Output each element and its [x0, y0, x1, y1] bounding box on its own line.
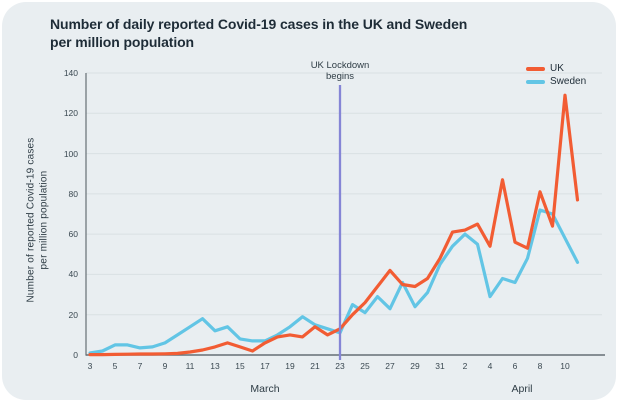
x-tick-label-3: 3	[87, 361, 93, 371]
y-tick-label-140: 140	[63, 68, 78, 78]
x-tick-label-7: 7	[137, 361, 143, 371]
y-tick-label-100: 100	[63, 148, 78, 159]
x-tick-label-5: 5	[112, 361, 118, 371]
y-tick-label-120: 120	[63, 108, 78, 119]
y-tick-label-40: 40	[68, 269, 78, 280]
lockdown-annotation-label: UK Lockdown begins	[310, 60, 370, 82]
y-tick-label-20: 20	[68, 309, 78, 320]
month-label-march: March	[250, 383, 280, 395]
month-label-april: April	[511, 383, 533, 395]
x-tick-label-27: 27	[385, 361, 395, 371]
x-tick-label-17: 17	[260, 361, 270, 371]
x-tick-label-10: 10	[560, 361, 570, 371]
y-tick-label-80: 80	[68, 188, 78, 199]
x-tick-label-29: 29	[410, 361, 420, 371]
y-tick-label-0: 0	[73, 350, 78, 360]
chart-title-line2: per million population	[50, 34, 195, 50]
x-tick-label-9: 9	[162, 361, 168, 371]
x-tick-label-15: 15	[235, 361, 245, 371]
legend-item-sweden: Sweden	[526, 75, 586, 88]
x-tick-label-8: 8	[537, 361, 543, 371]
chart-title-line1: Number of daily reported Covid-19 cases …	[50, 16, 468, 32]
x-tick-label-21: 21	[310, 361, 320, 371]
y-tick-label-60: 60	[68, 229, 78, 240]
series-line-uk	[88, 93, 580, 357]
x-tick-label-25: 25	[360, 361, 370, 371]
legend-label-sweden: Sweden	[550, 76, 587, 87]
chart-title: Number of daily reported Covid-19 cases …	[50, 15, 467, 51]
x-tick-label-6: 6	[512, 361, 518, 371]
legend: UK Sweden	[526, 62, 586, 88]
x-tick-label-23: 23	[335, 361, 345, 371]
x-tick-label-19: 19	[285, 361, 295, 371]
uk-line-swatch	[526, 66, 545, 71]
legend-label-uk: UK	[550, 63, 564, 74]
x-tick-label-2: 2	[462, 361, 468, 371]
chart-card: Number of daily reported Covid-19 cases …	[2, 2, 616, 400]
x-tick-label-11: 11	[185, 361, 195, 371]
x-tick-label-31: 31	[435, 361, 445, 371]
sweden-line-swatch	[526, 79, 545, 84]
legend-item-uk: UK	[526, 62, 586, 75]
x-tick-label-4: 4	[487, 361, 493, 371]
x-tick-label-13: 13	[210, 361, 220, 371]
